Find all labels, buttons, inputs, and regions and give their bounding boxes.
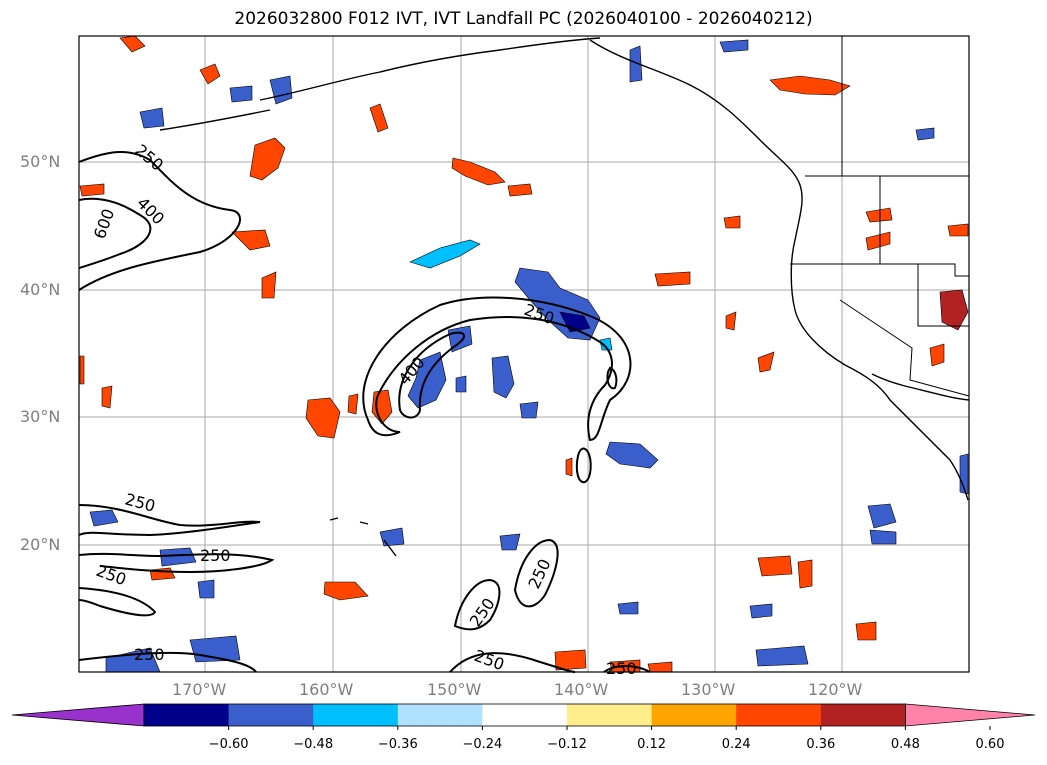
contour-label: 250 (200, 546, 231, 565)
colorbar-extend-low (11, 703, 145, 727)
lat-label: 30°N (20, 407, 61, 426)
lat-label: 20°N (20, 535, 61, 554)
colorbar-tick-label: −0.36 (377, 737, 418, 752)
colorbar-extend-high (905, 703, 1036, 727)
lon-label: 160°W (299, 680, 354, 699)
colorbar-segment (651, 704, 737, 726)
lon-label: 170°W (172, 680, 227, 699)
colorbar-segment (567, 704, 653, 726)
contour-label: 250 (134, 645, 165, 664)
lon-label: 120°W (808, 680, 863, 699)
colorbar-segment (313, 704, 399, 726)
negative-ivt-blobs (89, 39, 969, 673)
lon-label: 130°W (681, 680, 736, 699)
colorbar-tick-label: −0.12 (547, 737, 587, 752)
colorbar-tick-label: 0.24 (721, 737, 751, 752)
ivt-contours (78, 150, 651, 673)
colorbar-tick-label: 0.60 (975, 737, 1005, 752)
colorbar (11, 703, 1036, 730)
plot-area (79, 36, 969, 672)
colorbar-segment (228, 704, 314, 726)
colorbar-tick-label: −0.24 (462, 737, 503, 752)
lat-label: 50°N (20, 152, 61, 171)
colorbar-tick-label: 0.12 (637, 737, 667, 752)
colorbar-tick-label: −0.48 (293, 737, 334, 752)
colorbar-frame (143, 703, 906, 727)
lon-label: 150°W (427, 680, 482, 699)
colorbar-tick-label: 0.36 (806, 737, 836, 752)
colorbar-segment (144, 704, 230, 726)
contour-label: 250 (606, 659, 637, 678)
colorbar-tick-label: 0.48 (890, 737, 920, 752)
colorbar-tick-label: −0.60 (208, 737, 249, 752)
lon-label: 140°W (554, 680, 609, 699)
borders (790, 36, 970, 397)
colorbar-segment (397, 704, 483, 726)
plot-frame (78, 35, 970, 673)
colorbar-segment (482, 704, 568, 726)
coastlines (159, 37, 970, 557)
map-title: 2026032800 F012 IVT, IVT Landfall PC (20… (234, 9, 813, 29)
lat-label: 40°N (20, 280, 61, 299)
colorbar-segment (820, 704, 906, 726)
colorbar-segment (736, 704, 822, 726)
